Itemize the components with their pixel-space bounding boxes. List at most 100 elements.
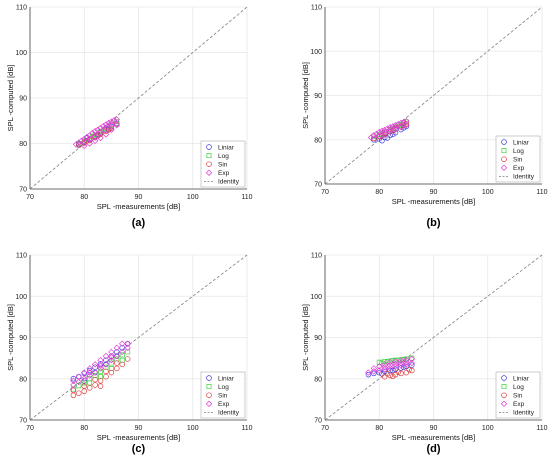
data-point: [119, 352, 125, 358]
data-point: [371, 370, 377, 377]
x-tick-label: 70: [321, 189, 329, 196]
y-tick-label: 110: [311, 5, 322, 12]
data-point: [365, 369, 372, 376]
x-tick-label: 80: [80, 194, 88, 201]
data-point: [91, 361, 99, 368]
data-point: [390, 373, 396, 380]
data-point: [108, 121, 115, 128]
data-point: [102, 361, 110, 368]
data-point: [81, 142, 88, 149]
panel-caption: (c): [132, 443, 146, 455]
data-point: [91, 133, 99, 140]
data-point: [397, 359, 405, 367]
y-tick-label: 80: [314, 137, 322, 144]
legend-label-identity: Identity: [218, 179, 240, 186]
legend-label-sin: Sin: [218, 393, 228, 400]
panel-caption: (a): [132, 217, 146, 229]
data-point: [376, 363, 383, 370]
chart-panel-b: 70 80 90 100 110 70 80 90 100 110 SPL -measurement…: [301, 5, 548, 230]
data-point: [403, 359, 410, 366]
data-point: [386, 124, 394, 131]
data-point: [124, 340, 131, 347]
data-point: [97, 361, 104, 367]
data-point: [97, 365, 104, 372]
data-point: [103, 128, 109, 134]
data-point: [91, 369, 99, 376]
data-point: [124, 356, 131, 362]
data-point: [390, 358, 396, 364]
data-point: [103, 368, 109, 375]
y-tick-label: 90: [19, 335, 27, 342]
y-tick-label: 90: [314, 335, 322, 342]
data-point: [400, 364, 407, 370]
data-point: [386, 126, 394, 133]
x-tick-label: 70: [26, 425, 34, 432]
data-point: [370, 368, 378, 375]
data-point: [110, 117, 118, 124]
legend-swatch-sin: [206, 161, 212, 167]
legend-swatch-log: [501, 384, 507, 390]
y-axis-label: SPL -computed [dB]: [301, 62, 310, 129]
data-point: [86, 135, 93, 143]
legend-label-liniar: Liniar: [513, 375, 530, 382]
identity-line: [29, 6, 248, 190]
legend-swatch-liniar: [206, 375, 212, 381]
data-point: [103, 364, 109, 370]
y-tick-label: 90: [19, 96, 27, 103]
legend-label-sin: Sin: [513, 393, 523, 400]
data-point: [370, 132, 378, 139]
data-point: [409, 367, 415, 374]
legend-label-liniar: Liniar: [513, 139, 530, 146]
x-tick-label: 70: [321, 425, 329, 432]
data-point: [86, 372, 93, 379]
y-tick-label: 70: [19, 187, 27, 194]
y-tick-label: 70: [314, 182, 322, 189]
data-point: [97, 362, 104, 369]
legend-swatch-exp: [205, 169, 213, 176]
x-tick-label: 90: [430, 425, 438, 432]
x-tick-label: 110: [241, 194, 252, 201]
data-point: [119, 340, 126, 347]
panel-caption: (b): [426, 217, 440, 229]
data-point: [78, 137, 85, 144]
data-point: [397, 362, 405, 369]
legend-swatch-sin: [501, 392, 507, 398]
data-point: [97, 134, 104, 142]
legend-box: [200, 140, 246, 188]
y-tick-label: 90: [314, 93, 322, 100]
data-point: [108, 356, 115, 364]
series-sin: [381, 366, 415, 380]
legend-label-exp: Exp: [513, 165, 525, 172]
data-point: [108, 365, 114, 371]
data-point: [381, 373, 388, 380]
legend-swatch-liniar: [501, 139, 507, 145]
data-point: [398, 370, 404, 377]
data-point: [113, 116, 120, 123]
data-point: [97, 378, 104, 384]
y-tick-label: 80: [19, 141, 27, 148]
data-point: [390, 127, 396, 134]
data-point: [392, 363, 399, 370]
data-point: [408, 355, 415, 363]
y-tick-label: 110: [16, 253, 27, 260]
legend-box: [200, 371, 246, 419]
x-tick-label: 90: [135, 425, 143, 432]
data-point: [86, 367, 93, 374]
data-point: [70, 392, 77, 399]
data-point: [70, 381, 77, 389]
data-point: [119, 357, 125, 363]
data-point: [91, 137, 99, 144]
x-tick-label: 100: [482, 189, 494, 196]
data-point: [386, 361, 394, 369]
data-point: [81, 369, 88, 376]
data-point: [92, 382, 98, 388]
data-point: [392, 121, 399, 129]
x-axis-label: SPL -measurements [dB]: [392, 433, 476, 442]
y-tick-label: 110: [311, 253, 322, 260]
x-tick-label: 110: [536, 189, 547, 196]
data-point: [98, 374, 103, 380]
data-point: [384, 125, 391, 132]
y-tick-label: 100: [15, 50, 27, 57]
